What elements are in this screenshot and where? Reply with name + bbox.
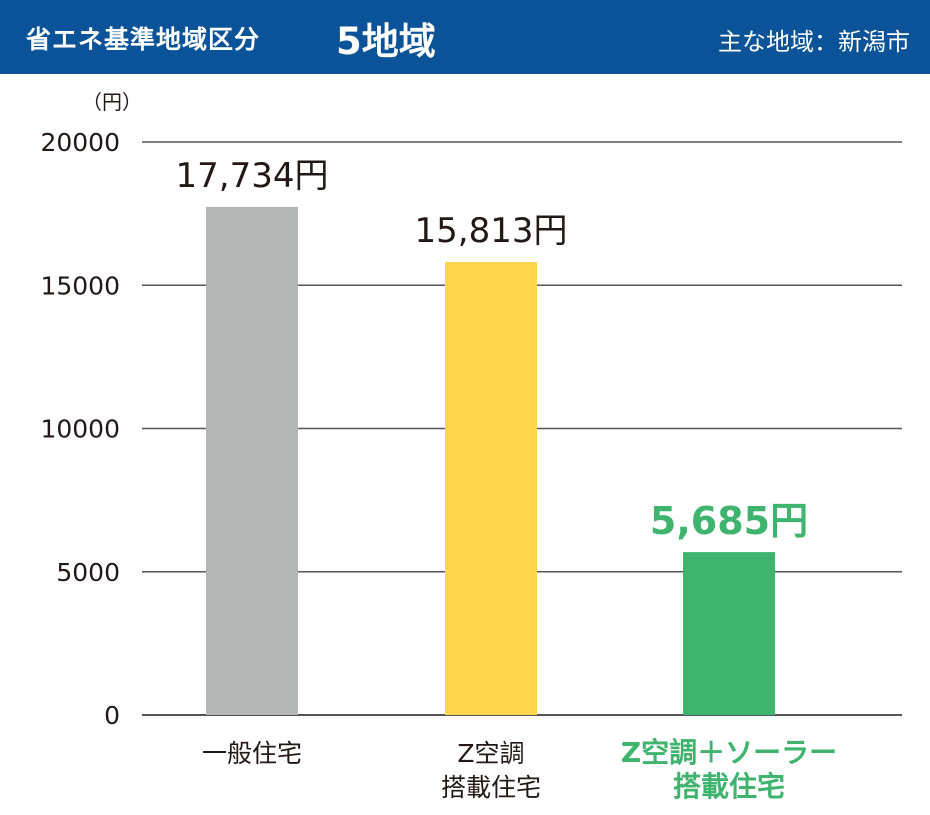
y-tick-label: 20000 (40, 128, 120, 157)
bar-value-label: 5,685円 (650, 499, 808, 543)
category-label: 一般住宅 (202, 739, 302, 768)
y-tick-label: 10000 (40, 415, 120, 444)
category-label: Z空調＋ソーラー (621, 736, 837, 769)
label-layer: 17,734円一般住宅15,813円Z空調搭載住宅5,685円Z空調＋ソーラー搭… (176, 156, 838, 803)
category-label: Z空調 (457, 739, 524, 768)
header-title: 省エネ基準地域区分 (26, 25, 261, 54)
y-tick-label: 0 (104, 701, 120, 730)
y-tick-label: 15000 (40, 271, 120, 300)
y-axis: （円） 0 5000 10000 15000 20000 (40, 90, 142, 730)
header-area: 主な地域：新潟市 (718, 28, 910, 56)
bar-value-label: 15,813円 (415, 211, 568, 251)
y-axis-unit-label: （円） (82, 90, 142, 114)
bar (206, 206, 298, 715)
chart-header: 省エネ基準地域区分 5地域 主な地域：新潟市 (0, 0, 930, 74)
header-region: 5地域 (336, 20, 436, 63)
bar-layer (206, 206, 775, 715)
category-label: 搭載住宅 (673, 770, 785, 803)
bar (683, 552, 775, 715)
y-tick-label: 5000 (56, 558, 120, 587)
bar-value-label: 17,734円 (176, 156, 329, 196)
bar (445, 261, 537, 715)
category-label: 搭載住宅 (441, 773, 541, 802)
